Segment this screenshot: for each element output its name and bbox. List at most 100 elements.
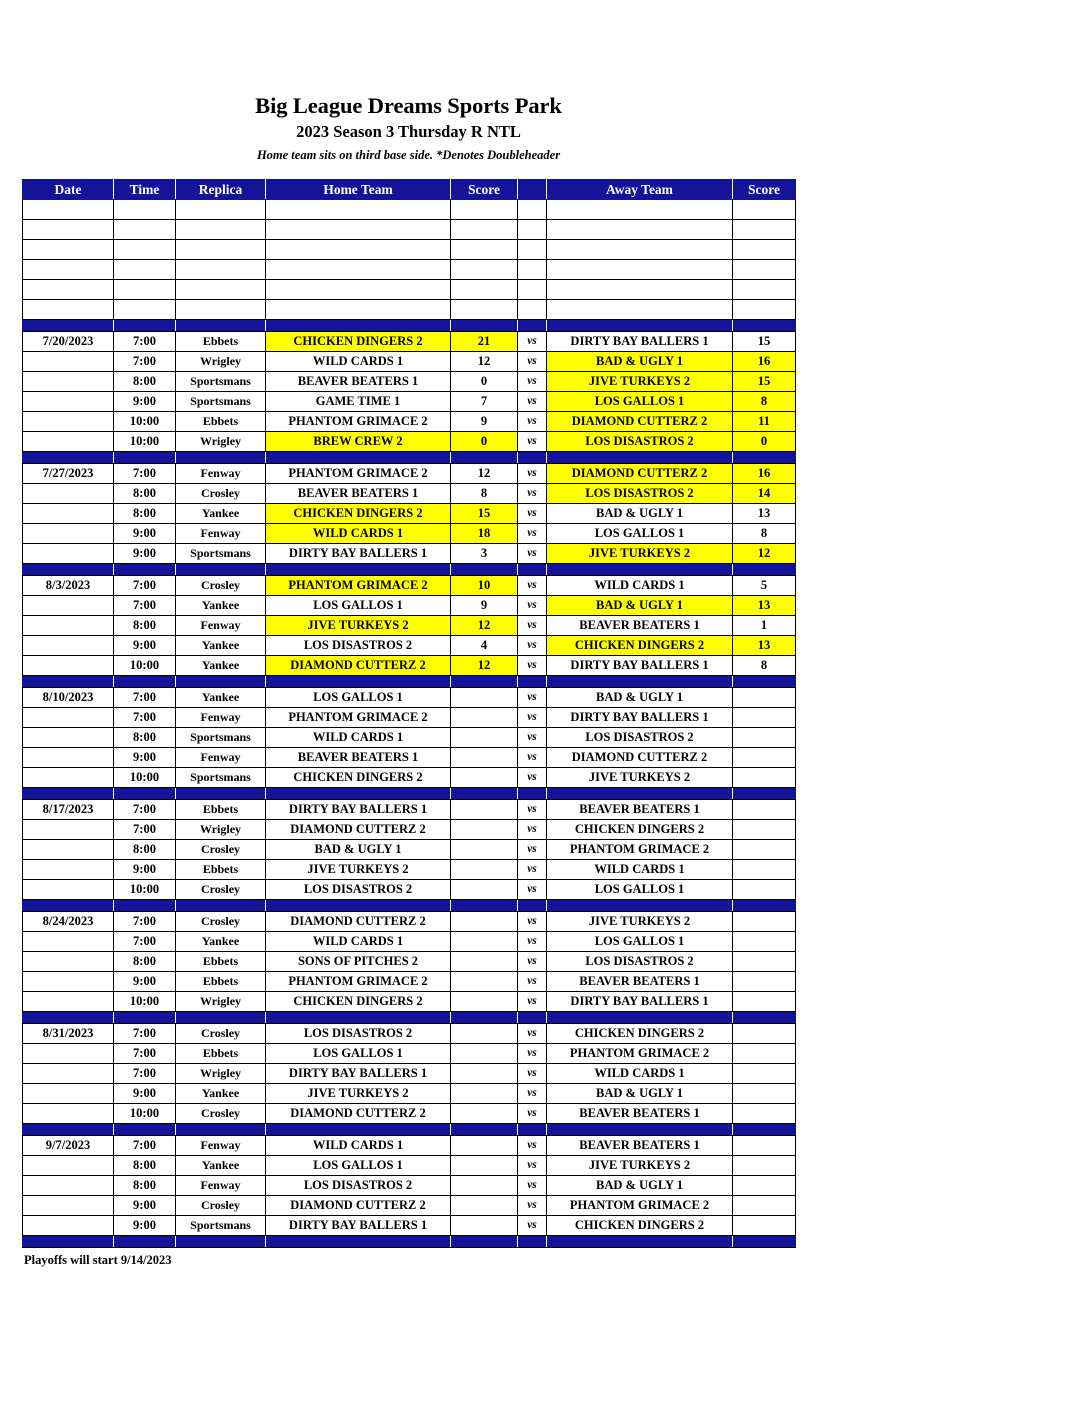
home-team-name[interactable]: WILD CARDS 1 <box>265 523 451 544</box>
away-team-score[interactable]: 15 <box>732 371 796 392</box>
home-team-name[interactable]: LOS GALLOS 1 <box>265 595 451 616</box>
game-time[interactable]: 7:00 <box>113 687 176 708</box>
game-replica-field[interactable]: Yankee <box>175 503 266 524</box>
home-team-name[interactable]: LOS DISASTROS 2 <box>265 1023 451 1044</box>
home-team-name[interactable]: DIAMOND CUTTERZ 2 <box>265 819 451 840</box>
away-team-score[interactable] <box>732 1023 796 1044</box>
game-date[interactable] <box>22 351 114 372</box>
blank-cell[interactable] <box>546 199 733 220</box>
away-team-score[interactable]: 13 <box>732 635 796 656</box>
home-team-name[interactable]: LOS GALLOS 1 <box>265 1155 451 1176</box>
game-replica-field[interactable]: Crosley <box>175 911 266 932</box>
blank-cell[interactable] <box>450 259 518 280</box>
blank-cell[interactable] <box>265 299 451 320</box>
game-time[interactable]: 10:00 <box>113 991 176 1012</box>
game-time[interactable]: 9:00 <box>113 971 176 992</box>
game-date[interactable] <box>22 1215 114 1236</box>
game-date[interactable] <box>22 1063 114 1084</box>
game-date[interactable] <box>22 371 114 392</box>
game-replica-field[interactable]: Yankee <box>175 687 266 708</box>
away-team-score[interactable]: 0 <box>732 431 796 452</box>
game-time[interactable]: 7:00 <box>113 707 176 728</box>
away-team-name[interactable]: CHICKEN DINGERS 2 <box>546 1215 733 1236</box>
home-team-score[interactable] <box>450 687 518 708</box>
game-time[interactable]: 8:00 <box>113 615 176 636</box>
blank-cell[interactable] <box>517 239 547 260</box>
away-team-name[interactable]: JIVE TURKEYS 2 <box>546 371 733 392</box>
game-date[interactable] <box>22 1103 114 1124</box>
blank-cell[interactable] <box>175 259 266 280</box>
away-team-name[interactable]: BEAVER BEATERS 1 <box>546 1135 733 1156</box>
game-date[interactable] <box>22 655 114 676</box>
away-team-score[interactable] <box>732 931 796 952</box>
game-replica-field[interactable]: Crosley <box>175 1023 266 1044</box>
away-team-name[interactable]: LOS GALLOS 1 <box>546 931 733 952</box>
game-time[interactable]: 10:00 <box>113 411 176 432</box>
game-time[interactable]: 7:00 <box>113 331 176 352</box>
away-team-name[interactable]: DIAMOND CUTTERZ 2 <box>546 747 733 768</box>
away-team-name[interactable]: LOS GALLOS 1 <box>546 879 733 900</box>
home-team-score[interactable] <box>450 971 518 992</box>
game-replica-field[interactable]: Yankee <box>175 635 266 656</box>
game-replica-field[interactable]: Ebbets <box>175 411 266 432</box>
game-date[interactable] <box>22 595 114 616</box>
game-replica-field[interactable]: Sportsmans <box>175 371 266 392</box>
home-team-score[interactable] <box>450 819 518 840</box>
blank-cell[interactable] <box>265 199 451 220</box>
game-time[interactable]: 7:00 <box>113 1043 176 1064</box>
blank-cell[interactable] <box>732 259 796 280</box>
home-team-score[interactable]: 10 <box>450 575 518 596</box>
game-time[interactable]: 9:00 <box>113 543 176 564</box>
home-team-score[interactable]: 12 <box>450 463 518 484</box>
game-replica-field[interactable]: Crosley <box>175 483 266 504</box>
game-time[interactable]: 9:00 <box>113 1083 176 1104</box>
away-team-name[interactable]: CHICKEN DINGERS 2 <box>546 1023 733 1044</box>
home-team-score[interactable] <box>450 1175 518 1196</box>
game-replica-field[interactable]: Fenway <box>175 707 266 728</box>
home-team-name[interactable]: WILD CARDS 1 <box>265 727 451 748</box>
game-time[interactable]: 10:00 <box>113 431 176 452</box>
game-time[interactable]: 7:00 <box>113 595 176 616</box>
blank-cell[interactable] <box>517 219 547 240</box>
home-team-score[interactable] <box>450 1103 518 1124</box>
home-team-name[interactable]: SONS OF PITCHES 2 <box>265 951 451 972</box>
home-team-score[interactable] <box>450 727 518 748</box>
home-team-name[interactable]: CHICKEN DINGERS 2 <box>265 991 451 1012</box>
blank-cell[interactable] <box>546 279 733 300</box>
game-date[interactable] <box>22 391 114 412</box>
game-date[interactable] <box>22 503 114 524</box>
game-replica-field[interactable]: Fenway <box>175 747 266 768</box>
home-team-name[interactable]: PHANTOM GRIMACE 2 <box>265 971 451 992</box>
game-time[interactable]: 9:00 <box>113 1215 176 1236</box>
away-team-score[interactable] <box>732 971 796 992</box>
home-team-score[interactable]: 3 <box>450 543 518 564</box>
away-team-name[interactable]: JIVE TURKEYS 2 <box>546 1155 733 1176</box>
home-team-name[interactable]: CHICKEN DINGERS 2 <box>265 503 451 524</box>
home-team-score[interactable] <box>450 991 518 1012</box>
home-team-score[interactable] <box>450 747 518 768</box>
game-time[interactable]: 8:00 <box>113 1155 176 1176</box>
game-date[interactable] <box>22 1083 114 1104</box>
game-date[interactable] <box>22 839 114 860</box>
away-team-score[interactable] <box>732 1083 796 1104</box>
game-time[interactable]: 8:00 <box>113 483 176 504</box>
game-replica-field[interactable]: Fenway <box>175 1175 266 1196</box>
game-time[interactable]: 8:00 <box>113 1175 176 1196</box>
away-team-name[interactable]: LOS DISASTROS 2 <box>546 727 733 748</box>
game-replica-field[interactable]: Yankee <box>175 595 266 616</box>
game-time[interactable]: 7:00 <box>113 911 176 932</box>
home-team-name[interactable]: DIAMOND CUTTERZ 2 <box>265 1195 451 1216</box>
blank-cell[interactable] <box>175 299 266 320</box>
home-team-name[interactable]: DIAMOND CUTTERZ 2 <box>265 1103 451 1124</box>
away-team-name[interactable]: CHICKEN DINGERS 2 <box>546 819 733 840</box>
home-team-score[interactable]: 21 <box>450 331 518 352</box>
away-team-name[interactable]: BAD & UGLY 1 <box>546 503 733 524</box>
game-replica-field[interactable]: Yankee <box>175 1083 266 1104</box>
home-team-name[interactable]: BREW CREW 2 <box>265 431 451 452</box>
home-team-score[interactable] <box>450 1083 518 1104</box>
home-team-name[interactable]: BEAVER BEATERS 1 <box>265 371 451 392</box>
home-team-name[interactable]: JIVE TURKEYS 2 <box>265 1083 451 1104</box>
away-team-score[interactable] <box>732 707 796 728</box>
away-team-score[interactable] <box>732 1195 796 1216</box>
away-team-score[interactable]: 8 <box>732 655 796 676</box>
